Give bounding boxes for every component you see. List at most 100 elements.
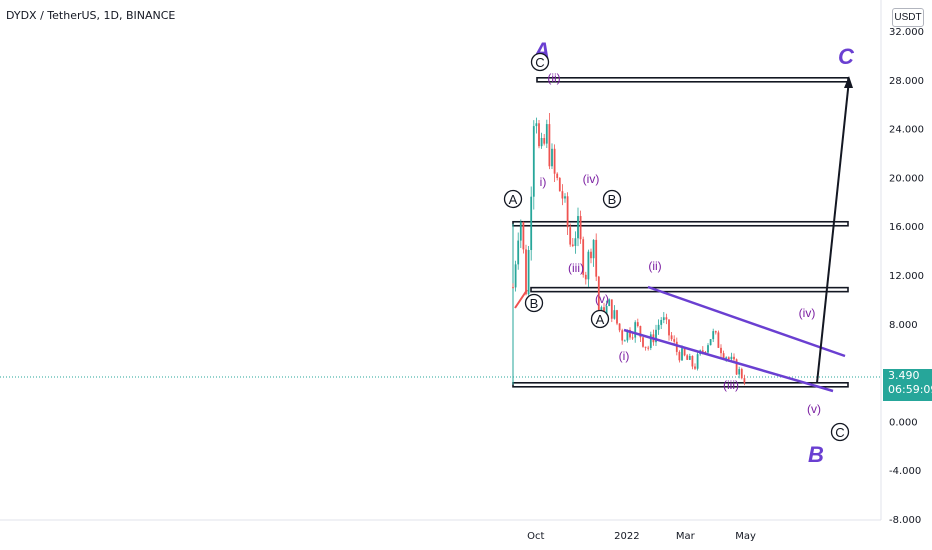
- price-tick-label: 16.000: [889, 222, 924, 233]
- candle-body: [618, 323, 621, 331]
- minor-wave-label[interactable]: (i): [619, 349, 630, 363]
- price-axis[interactable]: 32.000 28.000 24.000 20.000 16.000 12.000 8.00…: [880, 0, 924, 526]
- time-tick-label: 2022: [614, 531, 639, 542]
- level-box[interactable]: [512, 220, 849, 227]
- candle-body: [532, 126, 535, 197]
- bar-countdown: 06:59:09: [888, 383, 932, 396]
- candle-body: [683, 348, 686, 356]
- price-tick-label: -4.000: [889, 466, 921, 477]
- candle-body: [631, 337, 634, 339]
- channel-upper-line[interactable]: [647, 285, 846, 358]
- candle-body: [712, 331, 715, 340]
- circled-wave-marker[interactable]: [503, 189, 523, 209]
- candle-body: [582, 239, 585, 275]
- candle-body: [694, 366, 696, 369]
- level-box[interactable]: [530, 286, 849, 293]
- candle-body: [538, 123, 540, 147]
- candle-body: [548, 124, 551, 167]
- candle-body: [525, 249, 527, 295]
- candle-body: [595, 239, 598, 277]
- wave-degree-label[interactable]: B: [808, 442, 824, 467]
- circled-wave-label: C: [535, 55, 544, 70]
- candle-body: [704, 351, 707, 353]
- minor-wave-label[interactable]: i): [540, 175, 547, 189]
- candle-body: [681, 348, 683, 361]
- candle-body: [574, 238, 577, 246]
- candle-body: [613, 310, 616, 319]
- candle-body: [647, 347, 650, 349]
- candle-body: [636, 322, 639, 327]
- minor-wave-label[interactable]: (iv): [799, 306, 816, 320]
- candle-body: [714, 331, 717, 333]
- minor-wave-label[interactable]: (ii): [547, 71, 560, 85]
- wave-a-line[interactable]: [514, 289, 528, 309]
- candle-body: [566, 196, 569, 228]
- circled-wave-marker[interactable]: [830, 422, 850, 442]
- candle-body: [642, 337, 644, 347]
- time-tick-label: May: [735, 531, 756, 542]
- minor-wave-label[interactable]: (v): [807, 402, 821, 416]
- candle-body: [571, 244, 574, 246]
- candle-body: [634, 322, 637, 338]
- minor-wave-label[interactable]: (iii): [723, 378, 739, 392]
- candle-body: [735, 359, 738, 375]
- candle-body: [701, 350, 704, 352]
- candle-body: [556, 173, 559, 178]
- candle-body: [717, 332, 720, 348]
- price-tick-label: 20.000: [889, 173, 924, 184]
- candle-body: [569, 227, 572, 245]
- candle-body: [660, 320, 663, 325]
- candle-body: [709, 339, 712, 346]
- wave-degree-label[interactable]: C: [838, 44, 855, 69]
- candle-body: [577, 216, 579, 239]
- candle-body: [670, 335, 673, 340]
- minor-wave-label[interactable]: (v): [595, 292, 609, 306]
- candle-body: [688, 356, 691, 360]
- price-tick-label: 28.000: [889, 76, 924, 87]
- time-axis[interactable]: Oct 2022 Mar May: [0, 519, 881, 542]
- chart-title: DYDX / TetherUS, 1D, BINANCE: [6, 9, 176, 22]
- currency-unit-button[interactable]: USDT: [892, 8, 924, 27]
- candle-body: [623, 340, 626, 342]
- candle-body: [686, 355, 689, 360]
- minor-wave-label[interactable]: (iv): [583, 172, 600, 186]
- candle-body: [587, 251, 590, 280]
- price-tick-label: 24.000: [889, 125, 924, 136]
- price-tick-label: 8.000: [889, 320, 918, 331]
- candle-body: [551, 148, 553, 167]
- candle-body: [639, 326, 642, 338]
- candlesticks: [512, 112, 746, 386]
- circled-wave-label: A: [509, 192, 518, 207]
- time-tick-label: Mar: [676, 531, 696, 542]
- level-box[interactable]: [512, 381, 849, 388]
- minor-wave-label[interactable]: (ii): [648, 259, 661, 273]
- circled-wave-marker[interactable]: [590, 309, 610, 329]
- candle-body: [626, 329, 629, 341]
- candle-body: [514, 264, 517, 288]
- candle-body: [621, 330, 624, 341]
- candle-body: [727, 357, 730, 359]
- candle-body: [535, 123, 538, 127]
- price-tick-label: 0.000: [889, 417, 918, 428]
- level-box[interactable]: [536, 77, 849, 83]
- projection-arrow-line[interactable]: [816, 79, 850, 384]
- drawings[interactable]: [514, 76, 853, 393]
- circled-wave-marker[interactable]: [602, 189, 622, 209]
- candle-body: [527, 250, 530, 295]
- horizontal-levels[interactable]: [512, 77, 849, 388]
- minor-wave-label[interactable]: (iii): [568, 261, 584, 275]
- candle-body: [605, 306, 608, 320]
- candle-body: [722, 353, 725, 359]
- candle-body: [743, 378, 746, 383]
- circled-wave-marker[interactable]: [524, 293, 544, 313]
- candle-body: [597, 276, 600, 314]
- candle-body: [522, 222, 525, 250]
- circled-wave-marker[interactable]: [530, 52, 550, 72]
- candle-body: [629, 329, 631, 338]
- candle-body: [579, 216, 582, 240]
- channel-lower-line[interactable]: [623, 328, 834, 393]
- candle-body: [707, 345, 709, 353]
- candle-body: [738, 369, 741, 375]
